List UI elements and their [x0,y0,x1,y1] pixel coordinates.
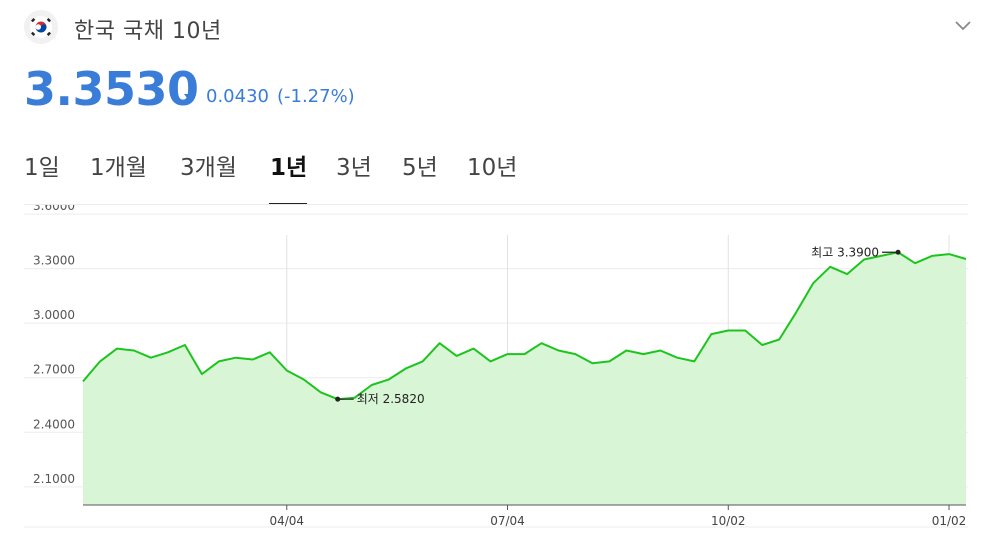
x-tick-label: 10/02 [711,514,746,528]
instrument-title: 한국 국채 10년 [74,19,222,44]
y-tick-label: 3.0000 [33,308,75,322]
chart-area-fill [83,252,966,505]
yield-series-line [82,251,967,401]
max-annotation: 최고 3.3900 [811,245,901,259]
tab-1d[interactable]: 1일 [24,155,60,181]
annotation-point [335,396,341,402]
instrument-header: 한국 국채 10년 [24,10,974,46]
change-percent: (-1.27%) [276,86,355,107]
y-tick-label: 2.4000 [33,417,75,431]
down-arrow-icon [184,93,196,102]
y-tick-label: 3.3000 [33,254,75,268]
x-tick-label: 04/04 [269,514,304,528]
south-korea-flag-icon [24,10,58,44]
x-tick-label: 07/04 [490,514,525,528]
annotation-point [895,249,901,255]
y-tick-label: 3.6000 [33,205,75,213]
min-annotation: 최저 2.5820 [335,392,425,406]
divider [24,204,968,205]
tab-5y[interactable]: 5년 [402,155,438,181]
annotation-label: 최고 3.3900 [811,245,879,259]
tab-10y[interactable]: 10년 [467,155,518,181]
annotation-label: 최저 2.5820 [357,392,425,406]
price-change: 0.0430 (-1.27%) [184,86,355,107]
tab-3y[interactable]: 3년 [336,155,372,181]
x-tick-label: 01/02 [932,514,967,528]
current-price: 3.3530 [24,62,199,116]
tab-1m[interactable]: 1개월 [90,155,147,181]
y-tick-label: 2.1000 [33,472,75,486]
yield-chart: 3.6000 3.3000 3.0000 2.7000 2.4000 2.1000 04/… [24,205,968,528]
tab-3m[interactable]: 3개월 [180,155,237,181]
y-tick-label: 2.7000 [33,363,75,377]
tab-1y[interactable]: 1년 [270,155,308,181]
chevron-down-icon[interactable] [952,14,974,36]
change-value: 0.0430 [206,86,269,107]
